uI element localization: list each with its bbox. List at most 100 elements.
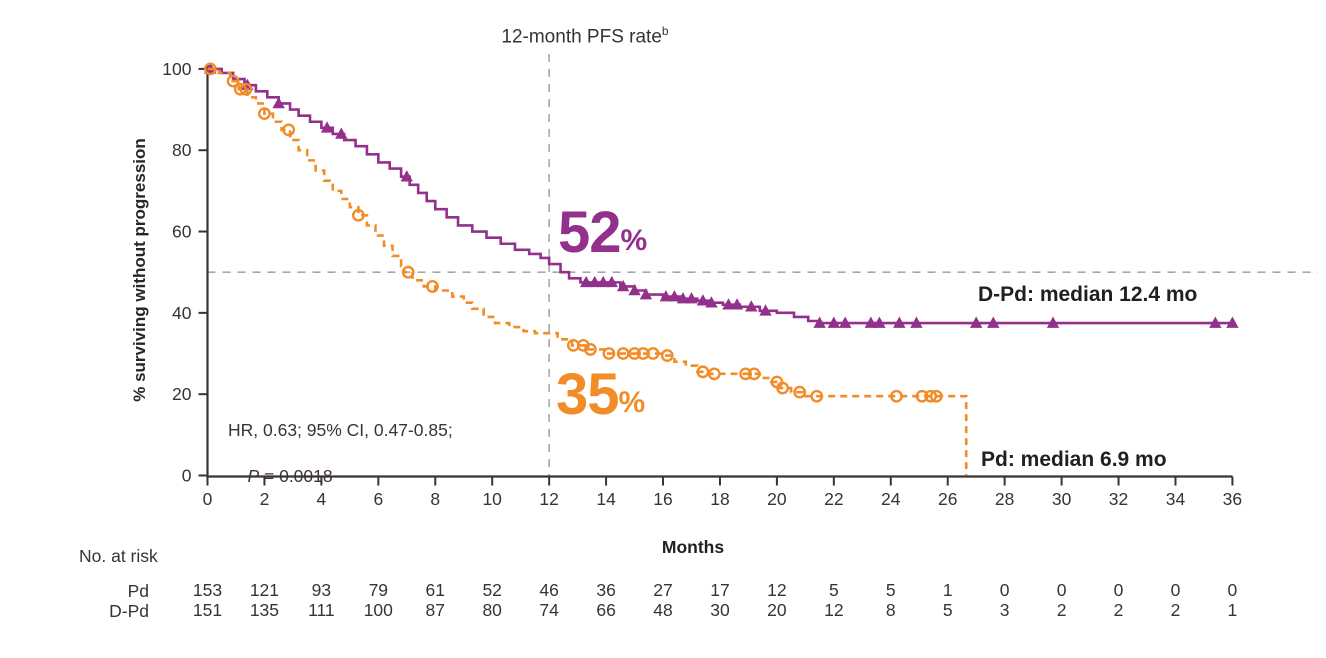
at-risk-value: 66	[596, 600, 615, 620]
at-risk-value: 2	[1114, 600, 1124, 620]
at-risk-value: 79	[369, 580, 388, 600]
pd-censor-circle-marker	[401, 265, 415, 279]
dpd-censor-triangle-marker	[668, 290, 681, 302]
x-tick-label: 16	[653, 489, 672, 509]
dpd-censor-triangle-marker	[588, 275, 601, 288]
pd-censor-circle-marker	[747, 367, 761, 381]
x-tick-label: 18	[710, 489, 729, 509]
at-risk-row-label-pd: Pd	[127, 581, 149, 601]
p-value: = 0.0018	[259, 466, 333, 486]
pd-censor-circle-marker	[739, 367, 752, 381]
at-risk-value: 74	[539, 600, 559, 620]
at-risk-value: 80	[482, 600, 502, 620]
at-risk-value: 5	[886, 580, 896, 600]
x-tick-label: 12	[539, 489, 558, 509]
dpd-censor-triangle-marker	[839, 316, 852, 328]
dpd-censor-triangle-marker	[597, 275, 610, 288]
at-risk-value: 17	[710, 580, 729, 600]
dpd-censor-triangle-marker	[696, 294, 710, 306]
x-tick-label: 4	[317, 489, 327, 509]
at-risk-value: 27	[653, 580, 672, 600]
x-tick-label: 22	[824, 489, 843, 509]
dpd-censor-triangle-marker	[730, 298, 744, 310]
dpd-censor-triangle-marker	[628, 283, 641, 296]
pd-censor-circle-marker	[696, 365, 710, 379]
x-tick-label: 28	[995, 489, 1014, 509]
dpd-censor-triangle-marker	[676, 292, 690, 304]
at-risk-value: 2	[1057, 600, 1067, 620]
x-tick-label: 20	[767, 489, 787, 509]
hr-annotation: HR, 0.63; 95% CI, 0.47-0.85; P = 0.0018	[228, 419, 453, 511]
at-risk-value: 2	[1171, 600, 1181, 620]
chart-title-superscript: b	[661, 24, 669, 38]
at-risk-value: 1	[943, 580, 953, 600]
at-risk-value: 52	[482, 580, 501, 600]
x-tick-label: 14	[596, 489, 616, 509]
at-risk-value: 0	[1114, 580, 1124, 600]
dpd-censor-triangle-marker	[685, 292, 698, 304]
at-risk-value: 153	[193, 580, 222, 600]
pd-censor-circle-marker	[351, 208, 365, 222]
at-risk-value: 0	[1057, 580, 1067, 600]
x-tick-label: 0	[203, 489, 213, 509]
at-risk-value: 5	[829, 580, 839, 600]
pd-censor-circle-marker	[707, 367, 721, 381]
dpd-censor-triangle-marker	[1209, 316, 1222, 328]
hr-text: HR, 0.63; 95% CI, 0.47-0.85;	[228, 420, 453, 440]
pd-censor-circle-marker	[282, 123, 296, 137]
dpd-censor-triangle-marker	[335, 127, 348, 139]
dpd-censor-triangle-marker	[745, 300, 758, 312]
dpd-censor-triangle-marker	[1226, 316, 1239, 328]
x-tick-label: 2	[260, 489, 270, 509]
at-risk-value: 111	[308, 600, 335, 620]
pd-censor-circle-marker	[239, 82, 253, 96]
dpd-censor-triangle-marker	[320, 121, 334, 133]
dpd-censor-triangle-marker	[705, 296, 718, 308]
dpd-censor-triangle-marker	[639, 288, 653, 300]
y-axis-label: % surviving without progression	[130, 138, 149, 402]
dpd-censor-triangle-marker	[813, 316, 826, 328]
at-risk-value: 93	[312, 580, 331, 600]
at-risk-value: 5	[943, 600, 953, 620]
dpd-rate-value: 52	[558, 200, 622, 265]
chart-title-text: 12-month PFS rate	[501, 26, 662, 48]
at-risk-value: 12	[824, 600, 843, 620]
pd-median-label: Pd: median 6.9 mo	[981, 448, 1167, 471]
pd-rate-value: 35	[556, 362, 620, 427]
pd-censor-circle-marker	[584, 343, 597, 356]
x-tick-label: 32	[1109, 489, 1128, 509]
at-risk-value: 48	[653, 600, 672, 620]
pd-curve	[207, 67, 968, 476]
at-risk-value: 8	[886, 600, 896, 620]
dpd-censor-triangle-marker	[910, 316, 923, 328]
dpd-censor-triangle-marker	[1046, 316, 1060, 328]
p-label: P	[247, 466, 260, 486]
y-tick-label: 60	[172, 222, 192, 242]
x-tick-label: 34	[1166, 489, 1186, 509]
pd-censor-circle-marker	[628, 347, 641, 360]
at-risk-value: 121	[250, 580, 279, 600]
y-tick-label: 20	[172, 384, 192, 404]
pd-censor-circle-marker	[660, 349, 674, 362]
at-risk-value: 0	[1171, 580, 1181, 600]
pd-censor-circle-marker	[890, 389, 903, 403]
at-risk-value: 0	[1000, 580, 1010, 600]
pd-censor-circle-marker	[929, 389, 943, 403]
at-risk-value: 135	[250, 600, 279, 620]
at-risk-value: 1	[1228, 600, 1238, 620]
at-risk-value: 151	[193, 600, 222, 620]
dpd-censor-triangle-marker	[893, 316, 906, 328]
x-tick-label: 30	[1052, 489, 1072, 509]
x-tick-label: 26	[938, 489, 957, 509]
y-tick-label: 100	[162, 59, 191, 79]
at-risk-row-label-dpd: D-Pd	[109, 601, 149, 621]
dpd-censor-triangle-marker	[873, 316, 886, 328]
pd-censor-circle-marker	[426, 280, 439, 293]
dpd-censor-triangle-marker	[579, 275, 593, 288]
y-tick-label: 80	[172, 140, 192, 160]
dpd-censor-triangle-marker	[722, 298, 735, 310]
pd-censor-circle-marker	[776, 381, 789, 395]
dpd-censor-triangle-marker	[272, 96, 285, 109]
